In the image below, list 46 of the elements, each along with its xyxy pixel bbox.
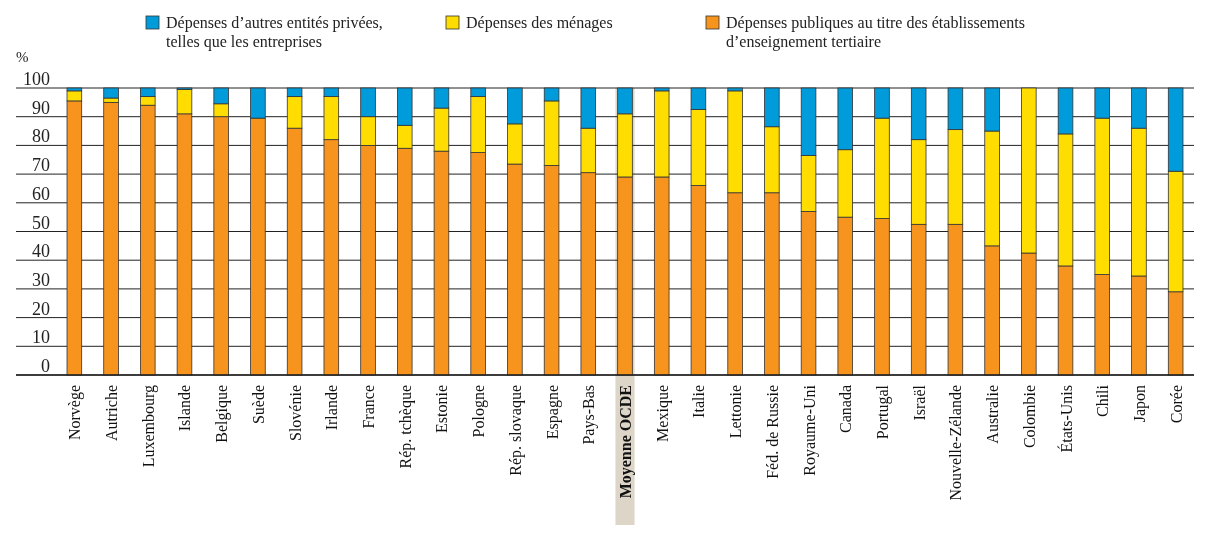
y-tick-label: 20 [32, 298, 50, 319]
x-tick-label: Mexique [653, 385, 672, 442]
x-tick-label: Suède [249, 385, 267, 425]
x-tick-label: Colombie [1020, 385, 1038, 449]
x-tick-label: Australie [984, 385, 1002, 444]
y-tick-label: 30 [32, 269, 50, 290]
x-tick-label: Italie [690, 385, 708, 418]
legend-label: Dépenses d’autres entités privées, telles que les entreprises [166, 14, 383, 51]
x-tick-label: Estonie [433, 385, 451, 433]
x-tick-label: Royaume-Uni [800, 384, 819, 476]
x-tick-label: Portugal [873, 384, 892, 440]
x-tick-label: France [360, 385, 378, 429]
x-tick-label: Corée [1167, 385, 1185, 424]
x-tick-label: Pays-Bas [580, 385, 599, 445]
x-tick-label: Espagne [543, 385, 562, 440]
y-tick-label: 10 [32, 327, 50, 348]
x-tick-label: Japon [1130, 385, 1149, 423]
x-tick-label: Slovénie [286, 385, 304, 441]
y-axis-title: % [16, 49, 29, 65]
x-tick-label: États-Unis [1056, 385, 1075, 453]
x-tick-label: Rép. slovaque [506, 385, 525, 476]
y-tick-label: 70 [32, 155, 50, 176]
x-tick-label: Luxembourg [139, 385, 158, 468]
y-tick-label: 100 [23, 69, 50, 89]
y-tick-label: 50 [32, 212, 50, 233]
x-tick-label: Israël [910, 384, 928, 421]
x-tick-label: Rép. tchèque [396, 385, 415, 469]
x-tick-label: Moyenne OCDE [617, 385, 635, 499]
y-tick-label: 60 [32, 183, 50, 204]
x-tick-label: Autriche [103, 385, 121, 441]
x-tick-label: Irlande [323, 385, 341, 431]
x-tick-label: Pologne [470, 385, 489, 438]
legend-label: Dépenses des ménages [466, 14, 613, 32]
x-tick-label: Féd. de Russie [763, 385, 781, 479]
x-tick-label: Canada [837, 385, 855, 433]
x-tick-label: Lettonie [727, 385, 745, 439]
x-tick-label: Belgique [213, 385, 232, 443]
x-tick-label: Nouvelle-Zélande [947, 385, 965, 501]
y-tick-label: 0 [41, 356, 50, 376]
x-tick-label: Norvège [66, 385, 85, 441]
x-tick-label: Islande [176, 385, 194, 432]
y-tick-label: 80 [32, 126, 50, 147]
x-tick-label: Chili [1094, 384, 1112, 418]
legend-label: Dépenses publiques au titre des établissements d’enseignement tertiaire [726, 14, 1026, 51]
y-tick-label: 90 [32, 97, 50, 118]
y-tick-label: 40 [32, 241, 50, 262]
